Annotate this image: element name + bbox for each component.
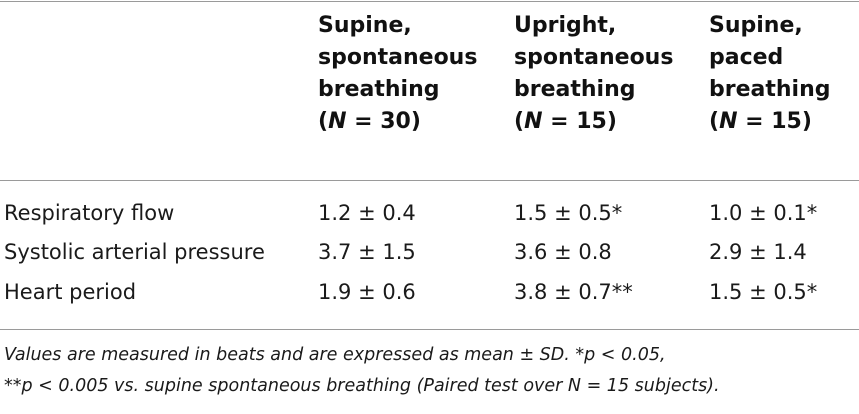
column-header-sample-size: (N = 30) — [318, 109, 421, 134]
row-label: Systolic arterial pressure — [4, 240, 265, 264]
table-footnote: Values are measured in beats and are exp… — [4, 340, 852, 402]
table-top-rule — [0, 1, 859, 2]
row-label: Respiratory flow — [4, 201, 175, 225]
column-header-line: spontaneous — [318, 45, 478, 70]
table-cell: 3.6 ± 0.8 — [514, 240, 612, 264]
column-header-line: Supine, — [709, 13, 803, 38]
table-cell: 1.9 ± 0.6 — [318, 280, 416, 304]
column-header-supine-paced: Supine, paced breathing (N = 15) — [709, 10, 831, 138]
table-cell: 2.9 ± 1.4 — [709, 240, 807, 264]
table-row-respiratory-flow: Respiratory flow 1.2 ± 0.4 1.5 ± 0.5* 1.… — [0, 193, 859, 233]
column-header-line: Supine, — [318, 13, 412, 38]
table-header-rule — [0, 180, 859, 181]
table-row-systolic-arterial-pressure: Systolic arterial pressure 3.7 ± 1.5 3.6… — [0, 232, 859, 272]
table-cell: 1.5 ± 0.5* — [709, 280, 818, 304]
column-header-line: breathing — [514, 77, 636, 102]
column-header-line: breathing — [318, 77, 440, 102]
row-label: Heart period — [4, 280, 137, 304]
column-header-line: paced — [709, 45, 784, 70]
table-bottom-rule — [0, 329, 859, 330]
column-header-sample-size: (N = 15) — [709, 109, 812, 134]
column-header-line: Upright, — [514, 13, 617, 38]
footnote-line: **p < 0.005 vs. supine spontaneous breat… — [4, 376, 720, 396]
table-cell: 1.5 ± 0.5* — [514, 201, 623, 225]
table-cell: 1.2 ± 0.4 — [318, 201, 416, 225]
table-cell: 3.7 ± 1.5 — [318, 240, 416, 264]
footnote-line: Values are measured in beats and are exp… — [4, 345, 666, 365]
table-cell: 1.0 ± 0.1* — [709, 201, 818, 225]
column-header-line: breathing — [709, 77, 831, 102]
table-row-heart-period: Heart period 1.9 ± 0.6 3.8 ± 0.7** 1.5 ±… — [0, 272, 859, 312]
column-header-sample-size: (N = 15) — [514, 109, 617, 134]
table-cell: 3.8 ± 0.7** — [514, 280, 633, 304]
column-header-upright-spontaneous: Upright, spontaneous breathing (N = 15) — [514, 10, 673, 138]
column-header-line: spontaneous — [514, 45, 674, 70]
column-header-supine-spontaneous: Supine, spontaneous breathing (N = 30) — [318, 10, 477, 138]
